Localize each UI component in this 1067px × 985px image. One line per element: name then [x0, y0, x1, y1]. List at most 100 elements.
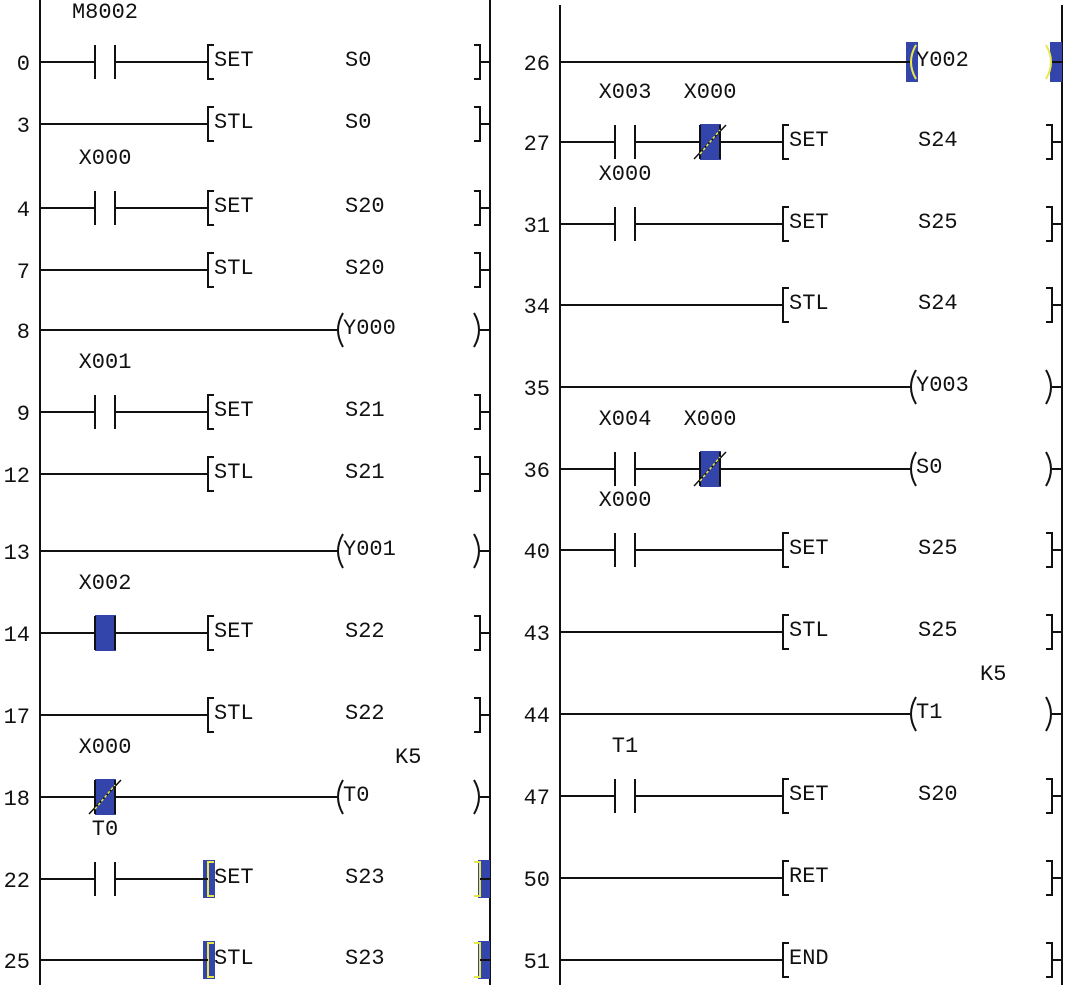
active-contact-highlight — [95, 615, 116, 651]
rung[interactable]: 31 X000 SET S25 — [524, 162, 1062, 242]
rung[interactable]: 14 X002 SET S22 — [4, 571, 490, 651]
normally-open-contact-icon[interactable] — [94, 862, 116, 896]
normally-open-contact-icon[interactable] — [94, 395, 116, 429]
rung[interactable]: 25 STL S23 — [4, 941, 490, 979]
step-number: 26 — [524, 52, 550, 77]
output-coil[interactable]: Y001 — [337, 533, 490, 569]
normally-open-contact-icon[interactable] — [614, 533, 636, 567]
coil-operand: Y001 — [343, 537, 396, 562]
normally-open-contact-icon[interactable] — [614, 452, 636, 486]
coil-close-paren-icon — [473, 533, 480, 569]
instruction-operand: S22 — [345, 619, 385, 644]
coil-operand: Y002 — [916, 48, 969, 73]
normally-open-contact-icon[interactable] — [94, 615, 116, 651]
instruction-op: END — [789, 946, 829, 971]
instruction-block[interactable]: STL S0 — [207, 106, 490, 142]
instruction-block[interactable]: STL S25 — [782, 614, 1062, 650]
normally-open-contact-icon[interactable] — [614, 207, 636, 241]
rung[interactable]: 26 Y002 — [524, 42, 1062, 82]
rung[interactable]: 34 STL S24 — [524, 287, 1062, 323]
step-number: 36 — [524, 459, 550, 484]
rung[interactable]: 35 Y003 — [524, 369, 1062, 405]
output-coil[interactable]: Y002 — [906, 42, 1062, 82]
coil-close-paren-icon — [1045, 44, 1052, 80]
step-number: 14 — [4, 623, 30, 648]
output-coil[interactable]: T0 K5 — [337, 745, 490, 815]
instruction-block[interactable]: SET S21 — [207, 394, 490, 430]
instruction-block[interactable]: SET S22 — [207, 615, 490, 651]
rung[interactable]: 8 Y000 — [17, 312, 490, 348]
normally-open-contact-icon[interactable] — [94, 45, 116, 79]
contact-label: T0 — [92, 817, 118, 842]
rung[interactable]: 0 M8002 SET S0 — [17, 0, 490, 80]
normally-open-contact-icon[interactable] — [94, 191, 116, 225]
step-number: 31 — [524, 214, 550, 239]
rung[interactable]: 17 STL S22 — [4, 697, 490, 733]
rung[interactable]: 51 END — [524, 942, 1062, 978]
step-number: 35 — [524, 377, 550, 402]
contact-label: X000 — [599, 488, 652, 513]
instruction-block[interactable]: RET — [782, 860, 1062, 896]
rung[interactable]: 47 T1 SET S20 — [524, 734, 1062, 814]
coil-operand: S0 — [916, 455, 942, 480]
step-number: 8 — [17, 320, 30, 345]
step-number: 3 — [17, 114, 30, 139]
normally-open-contact-icon[interactable] — [614, 125, 636, 159]
step-number: 51 — [524, 950, 550, 975]
rung[interactable]: 12 STL S21 — [4, 456, 490, 492]
coil-open-paren-icon — [337, 779, 344, 815]
step-number: 50 — [524, 868, 550, 893]
output-coil[interactable]: S0 — [910, 451, 1062, 487]
close-bracket-icon — [474, 942, 481, 978]
output-coil[interactable]: T1 K5 — [910, 662, 1062, 732]
instruction-operand: S24 — [918, 128, 958, 153]
close-bracket-icon — [474, 456, 481, 492]
instruction-block[interactable]: STL S22 — [207, 697, 490, 733]
step-number: 34 — [524, 295, 550, 320]
step-number: 40 — [524, 540, 550, 565]
close-bracket-icon — [474, 190, 481, 226]
rung[interactable]: 27 X003 X000 SET S24 — [524, 80, 1062, 160]
instruction-block[interactable]: SET S0 — [207, 44, 490, 80]
instruction-block[interactable]: SET S24 — [782, 124, 1062, 160]
normally-closed-contact-icon[interactable] — [88, 779, 122, 815]
instruction-block[interactable]: SET S20 — [207, 190, 490, 226]
instruction-op: STL — [789, 618, 829, 643]
output-coil[interactable]: Y000 — [337, 312, 490, 348]
instruction-op: STL — [214, 946, 254, 971]
instruction-block[interactable]: STL S23 — [203, 941, 490, 979]
coil-open-paren-icon — [910, 44, 917, 80]
instruction-block[interactable]: END — [782, 942, 1062, 978]
coil-operand: T1 — [916, 700, 942, 725]
instruction-block[interactable]: SET S25 — [782, 532, 1062, 568]
instruction-block[interactable]: SET S20 — [782, 778, 1062, 814]
output-coil[interactable]: Y003 — [910, 369, 1062, 405]
ladder-panel-left: 0 M8002 SET S0 3 STL S0 4 X000 SET S20 7 STL S20 8 Y000… — [4, 0, 491, 985]
rung[interactable]: 22 T0 SET S23 — [4, 817, 490, 898]
rung[interactable]: 40 X000 SET S25 — [524, 488, 1062, 568]
rung[interactable]: 43 STL S25 — [524, 614, 1062, 650]
instruction-block[interactable]: SET S23 — [203, 860, 490, 898]
normally-open-contact-icon[interactable] — [614, 779, 636, 813]
instruction-block[interactable]: STL S24 — [782, 287, 1062, 323]
rung[interactable]: 18 X000 T0 K5 — [4, 735, 490, 815]
rung[interactable]: 3 STL S0 — [17, 106, 490, 142]
instruction-block[interactable]: SET S25 — [782, 206, 1062, 242]
rung[interactable]: 7 STL S20 — [17, 252, 490, 288]
close-bracket-icon — [1046, 942, 1053, 978]
rung[interactable]: 50 RET — [524, 860, 1062, 896]
instruction-block[interactable]: STL S20 — [207, 252, 490, 288]
coil-open-paren-icon — [337, 312, 344, 348]
rung[interactable]: 44 T1 K5 — [524, 662, 1062, 732]
instruction-op: SET — [214, 619, 254, 644]
instruction-block[interactable]: STL S21 — [207, 456, 490, 492]
rung[interactable]: 13 Y001 — [4, 533, 490, 569]
contact-label: X000 — [599, 162, 652, 187]
close-bracket-icon — [474, 394, 481, 430]
coil-open-paren-icon — [910, 696, 917, 732]
rung[interactable]: 36 X004 X000 S0 — [524, 407, 1062, 487]
rung[interactable]: 9 X001 SET S21 — [17, 350, 490, 430]
rung[interactable]: 4 X000 SET S20 — [17, 146, 490, 226]
